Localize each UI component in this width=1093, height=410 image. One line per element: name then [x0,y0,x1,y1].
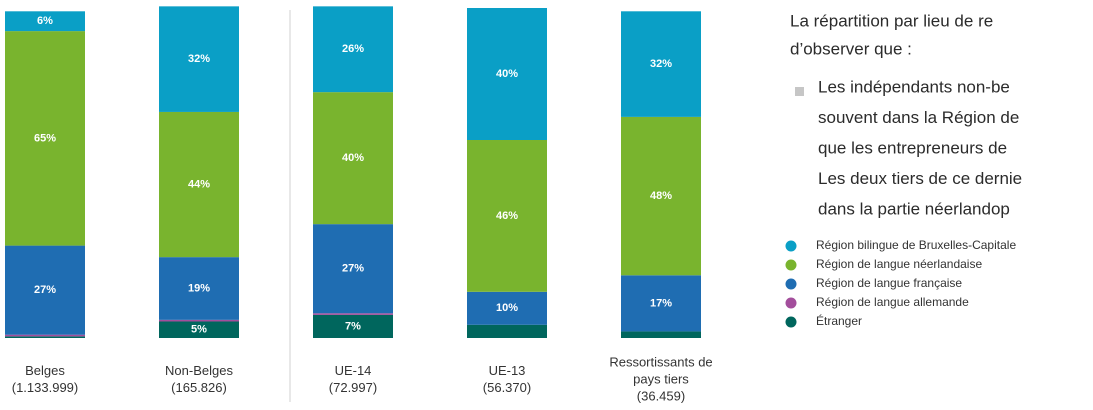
bullet-line: souvent dans la Région de [818,108,1019,127]
bar-segment [159,6,239,112]
bar-segment [159,321,239,338]
bar-segment [313,313,393,315]
x-tick-label: Belges [25,363,65,378]
legend-marker [785,278,797,290]
bar-segment [5,245,85,335]
bar-segment [467,291,547,325]
x-tick-label: Ressortissants de [609,354,712,369]
bar-segment [313,224,393,314]
bar-segment [159,319,239,322]
value-label: 7% [345,320,361,332]
x-tick-label: UE-14 [335,363,372,378]
value-label: 32% [188,53,210,65]
bar-segment [621,331,701,338]
bar-segment [313,92,393,225]
bar-segment [313,314,393,338]
x-tick-label: pays tiers [633,371,689,386]
bar-segment [467,8,547,140]
bar-segment [621,116,701,276]
bar-segment [5,336,85,338]
x-tick-label: (1.133.999) [12,380,79,395]
value-label: 32% [650,58,672,70]
bar-segment [5,334,85,337]
bullet-line: Les deux tiers de ce dernie [818,169,1022,188]
value-label: 10% [496,302,518,314]
value-label: 27% [342,263,364,275]
value-label: 40% [496,68,518,80]
bar-segment [159,111,239,258]
bullet-square [795,87,804,96]
bar-segment [313,6,393,93]
bullet-line: Les indépendants non-be [818,77,1010,96]
legend-label: Région de langue néerlandaise [816,257,982,271]
legend-label: Étranger [816,313,862,328]
bullet-line: que les entrepreneurs de [818,138,1007,157]
bar-segment [5,31,85,246]
legend-marker [785,240,797,252]
legend-label: Région de langue allemande [816,295,969,309]
value-label: 19% [188,282,210,294]
x-tick-label: UE-13 [489,363,526,378]
value-label: 46% [496,210,518,222]
bar-segment [621,11,701,117]
bar-segment [467,324,547,338]
paragraph-line: La répartition par lieu de re [790,11,993,30]
legend-marker [785,259,797,271]
value-label: 48% [650,190,672,202]
legend-label: Région de langue française [816,276,962,290]
value-label: 40% [342,152,364,164]
value-label: 5% [191,324,207,336]
bar-segment [5,11,85,32]
bar-segment [621,275,701,332]
bar-segment [159,257,239,320]
value-label: 27% [34,284,56,296]
legend-label: Région bilingue de Bruxelles-Capitale [816,238,1016,252]
x-tick-label: Non-Belges [165,363,233,378]
x-tick-label: (165.826) [171,380,227,395]
value-label: 6% [37,15,53,27]
x-tick-label: (36.459) [637,388,685,403]
value-label: 65% [34,132,56,144]
bullet-line: dans la partie néerlandop [818,199,1010,218]
x-tick-label: (56.370) [483,380,531,395]
value-label: 26% [342,43,364,55]
paragraph-line: d’observer que : [790,39,912,58]
value-label: 44% [188,178,210,190]
value-label: 17% [650,297,672,309]
legend-marker [785,297,797,309]
bar-segment [467,140,547,292]
x-tick-label: (72.997) [329,380,377,395]
legend-marker [785,316,797,328]
